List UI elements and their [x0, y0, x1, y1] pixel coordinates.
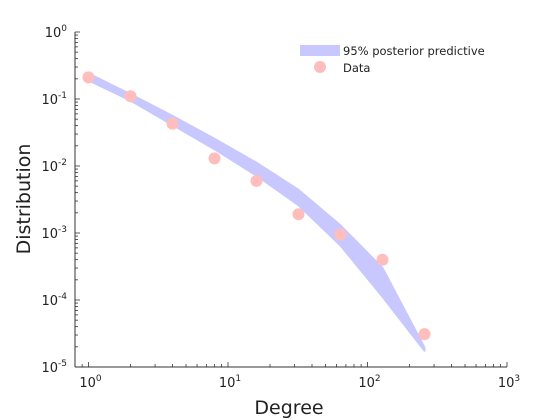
x-tick-label: 101 [219, 374, 241, 391]
data-point [250, 174, 263, 187]
posterior-band-layer [87, 72, 426, 352]
data-points-layer [82, 71, 431, 341]
x-tick-label: 100 [79, 374, 102, 391]
y-tick-label: 10-5 [41, 359, 67, 376]
data-point [334, 228, 347, 241]
x-tick-label: 102 [358, 374, 380, 391]
y-tick-label: 10-4 [41, 292, 67, 309]
legend: 95% posterior predictive Data [300, 44, 485, 75]
tick-labels: 100 101 102 103 10-5 10-4 10-3 10-2 10-1 100 [41, 24, 520, 391]
data-point [292, 208, 305, 221]
y-axis-label: Distribution [13, 144, 35, 255]
posterior-band [87, 72, 426, 352]
data-point [166, 117, 179, 130]
data-point [82, 71, 95, 84]
y-tick-label: 10-3 [41, 225, 67, 242]
x-axis-label: Degree [254, 397, 323, 419]
data-point [208, 152, 221, 165]
legend-data-label: Data [343, 61, 370, 75]
data-point [418, 328, 431, 341]
x-tick-label: 103 [498, 374, 520, 391]
legend-data-marker [314, 61, 326, 73]
y-tick-label: 10-1 [41, 91, 67, 108]
data-point [376, 253, 389, 266]
legend-band-label: 95% posterior predictive [343, 44, 485, 58]
legend-band-swatch [300, 45, 340, 56]
data-point [124, 90, 137, 103]
y-tick-label: 10-2 [41, 158, 67, 175]
axes [74, 31, 508, 368]
y-tick-label: 100 [45, 24, 68, 41]
